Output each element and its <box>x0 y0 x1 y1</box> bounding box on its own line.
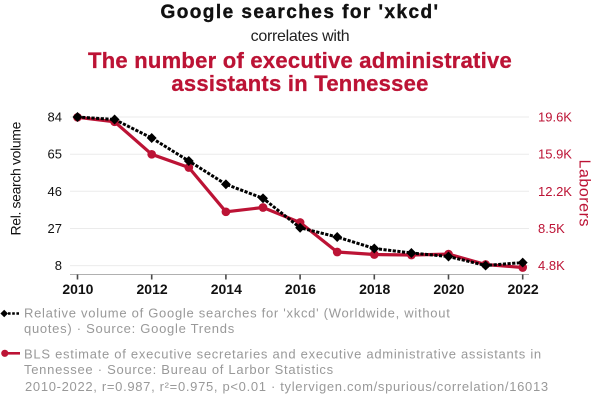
svg-text:2016: 2016 <box>285 281 316 297</box>
svg-text:15.9K: 15.9K <box>538 147 572 162</box>
svg-text:Relative volume of Google sear: Relative volume of Google searches for '… <box>24 306 451 321</box>
svg-text:2010: 2010 <box>62 281 93 297</box>
svg-text:2018: 2018 <box>359 281 390 297</box>
svg-text:2014: 2014 <box>211 281 242 297</box>
svg-text:Rel. search volume: Rel. search volume <box>8 121 24 235</box>
svg-text:12.2K: 12.2K <box>538 184 572 199</box>
svg-text:8: 8 <box>55 258 62 273</box>
svg-text:27: 27 <box>48 221 62 236</box>
svg-text:4.8K: 4.8K <box>538 258 565 273</box>
svg-text:2022: 2022 <box>508 281 539 297</box>
svg-text:Tennessee · Source: Bureau of: Tennessee · Source: Bureau of Larbor Sta… <box>24 362 334 377</box>
svg-text:19.6K: 19.6K <box>538 110 572 125</box>
svg-text:2020: 2020 <box>433 281 464 297</box>
svg-text:2012: 2012 <box>137 281 168 297</box>
svg-text:Laborers: Laborers <box>576 160 593 228</box>
svg-text:8.5K: 8.5K <box>538 221 565 236</box>
svg-text:quotes) · Source: Google Trend: quotes) · Source: Google Trends <box>24 321 235 336</box>
svg-text:46: 46 <box>48 184 62 199</box>
svg-text:84: 84 <box>48 110 62 125</box>
svg-text:65: 65 <box>48 147 62 162</box>
svg-text:BLS estimate of executive secr: BLS estimate of executive secretaries an… <box>24 347 542 362</box>
svg-text:2010-2022, r=0.987, r²=0.975,: 2010-2022, r=0.987, r²=0.975, p<0.01 · t… <box>25 379 549 394</box>
